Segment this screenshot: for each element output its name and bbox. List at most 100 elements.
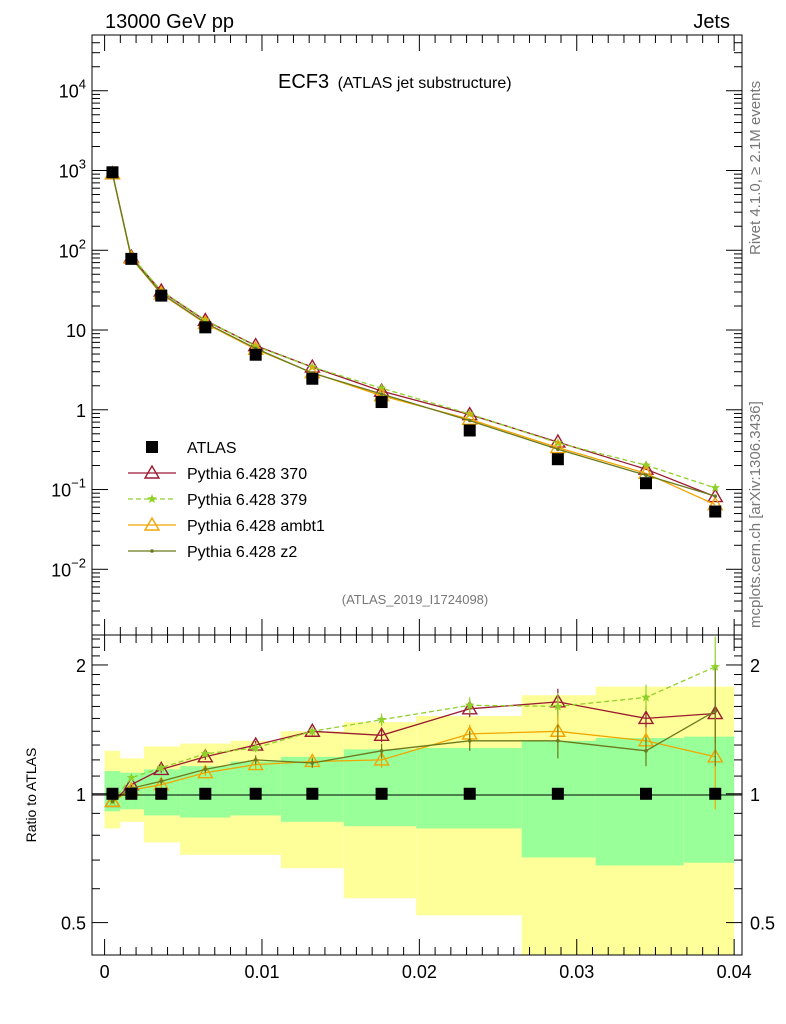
ratio-ylabel: Ratio to ATLAS <box>23 748 39 843</box>
data-point <box>639 477 652 490</box>
ratio-point-z2 <box>110 799 115 804</box>
data-point <box>551 453 564 466</box>
ratio-point-p379 <box>156 762 166 772</box>
ratio-y-tick-label-right: 1 <box>750 785 760 805</box>
analysis-id: (ATLAS_2019_I1724098) <box>342 592 488 607</box>
ratio-point-ambt1 <box>104 792 121 808</box>
ratio-data-point <box>375 787 388 800</box>
legend-label-data: ATLAS <box>187 440 237 457</box>
y-tick-label: 103 <box>59 157 86 182</box>
data-point <box>125 252 138 265</box>
band-inner <box>683 736 735 863</box>
ratio-point-z2 <box>379 749 384 753</box>
legend-label-p370: Pythia 6.428 370 <box>187 466 307 483</box>
ratio-y-tick-label: 1 <box>76 785 86 805</box>
y-tick-label: 10−2 <box>51 555 86 580</box>
main-point-z2 <box>556 447 560 452</box>
y-tick-label: 10 <box>66 321 86 341</box>
main-point-z2 <box>467 418 472 423</box>
ratio-data-point <box>709 787 722 800</box>
ratio-data-point <box>306 787 319 800</box>
y-tick-label: 10−1 <box>51 476 86 501</box>
ratio-uncertainty-bands <box>104 686 735 955</box>
legend-marker-p370 <box>143 464 161 479</box>
ratio-point-z2 <box>556 738 560 743</box>
legend-marker-p379 <box>147 494 157 503</box>
ratio-data-point <box>199 787 212 800</box>
main-point-ambt1 <box>461 410 478 426</box>
ratio-point-p379 <box>250 742 261 752</box>
x-tick-label: 0.03 <box>559 962 594 982</box>
data-point <box>306 372 319 385</box>
ratio-y-tick-label: 0.5 <box>61 914 86 934</box>
ratio-y-tick-label-right: 2 <box>750 656 760 676</box>
y-tick-label: 102 <box>59 236 86 261</box>
side-label-mcplots: mcplots.cern.ch [arXiv:1306.3436] <box>747 401 764 628</box>
main-point-p379 <box>710 482 720 492</box>
ratio-point-p379 <box>710 661 720 671</box>
ratio-y-tick-label: 2 <box>76 656 86 676</box>
ratio-point-ambt1 <box>197 764 214 779</box>
legend-label-z2: Pythia 6.428 z2 <box>187 544 297 561</box>
chart-title: ECF3 (ATLAS jet substructure) <box>278 71 512 93</box>
legend-label-p379: Pythia 6.428 379 <box>187 492 307 509</box>
data-point <box>199 321 212 334</box>
ratio-axis-ticks: 0 0.01 0.02 0.03 0.04 0.5 0.5 1 1 2 2 <box>61 635 775 982</box>
data-point <box>155 289 168 302</box>
ratio-point-p379 <box>465 700 475 710</box>
legend-marker-ambt1 <box>143 516 161 531</box>
main-point-z2 <box>379 392 384 396</box>
ratio-point-p379 <box>553 701 563 711</box>
legend-marker-data <box>146 441 158 453</box>
legend-marker-z2 <box>150 549 154 553</box>
ratio-point-z2 <box>253 758 258 762</box>
band-inner <box>595 738 684 866</box>
main-series-layer <box>104 165 724 518</box>
ratio-data-point <box>106 787 119 800</box>
ratio-point-p379 <box>126 772 137 782</box>
main-point-z2 <box>644 473 648 478</box>
x-tick-label: 0.02 <box>402 962 437 982</box>
main-point-p379 <box>250 341 261 351</box>
main-point-p379 <box>641 460 651 470</box>
ratio-point-p370 <box>197 748 214 763</box>
ratio-series-layer <box>104 636 724 810</box>
chart-title-main: ECF3 <box>278 71 329 93</box>
y-tick-label: 104 <box>59 77 86 102</box>
chart-title-sub: (ATLAS jet substructure) <box>338 75 512 92</box>
ratio-point-p379 <box>307 726 318 736</box>
ratio-point-p370 <box>373 726 390 741</box>
x-tick-label: 0.04 <box>717 962 752 982</box>
ratio-data-point <box>639 787 652 800</box>
side-label-rivet: Rivet 4.1.0, ≥ 2.1M events <box>747 81 764 255</box>
ratio-data-point <box>551 787 564 800</box>
ratio-data-point <box>249 787 262 800</box>
ratio-point-p379 <box>641 692 651 702</box>
main-point-ambt1 <box>549 439 567 454</box>
ratio-data-point <box>125 787 138 800</box>
header-right: Jets <box>693 11 730 33</box>
ratio-point-z2 <box>713 709 718 713</box>
ratio-data-point <box>155 787 168 800</box>
legend: ATLAS Pythia 6.428 370 Pythia 6.428 379 Pyt… <box>128 440 325 561</box>
legend-label-ambt1: Pythia 6.428 ambt1 <box>187 518 325 535</box>
band-inner <box>343 749 417 827</box>
ratio-point-z2 <box>159 779 164 784</box>
ratio-point-ambt1 <box>247 756 264 771</box>
ratio-point-z2 <box>203 767 208 772</box>
ratio-point-p379 <box>376 714 387 724</box>
data-point <box>463 424 476 437</box>
data-point <box>106 166 119 179</box>
ratio-point-p370 <box>637 710 655 725</box>
x-tick-label: 0 <box>100 962 110 982</box>
ratio-point-z2 <box>467 738 472 743</box>
ratio-point-z2 <box>644 749 648 753</box>
main-point-z2 <box>713 494 718 498</box>
ratio-point-p379 <box>200 748 211 758</box>
ratio-y-tick-label-right: 0.5 <box>750 914 775 934</box>
x-tick-label: 0.01 <box>244 962 279 982</box>
ratio-point-p370 <box>461 700 478 715</box>
data-point <box>249 348 262 361</box>
